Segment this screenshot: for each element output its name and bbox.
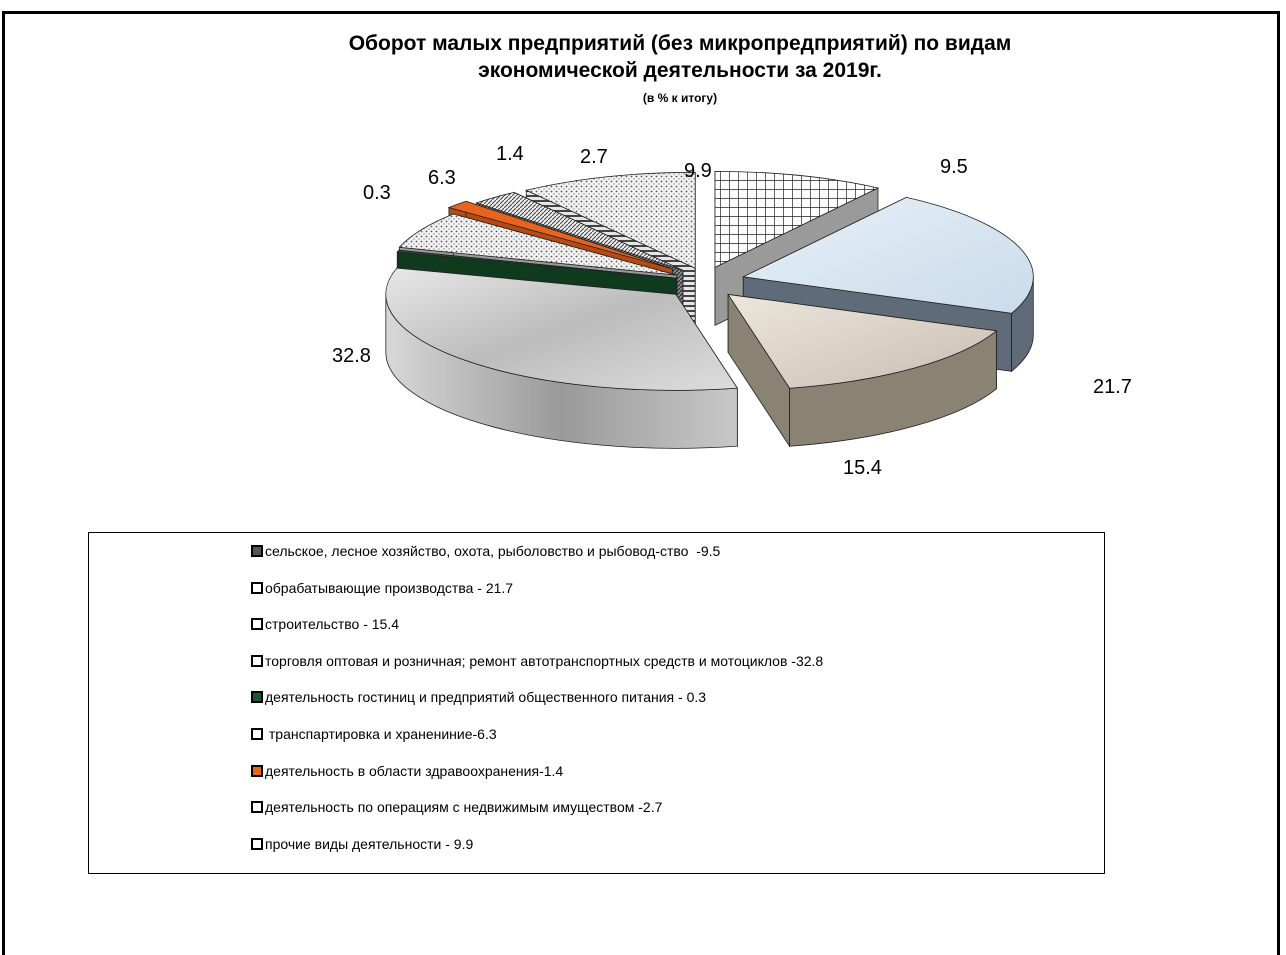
chart-title-line-1: Оборот малых предприятий (без микропредп… [348, 32, 1012, 55]
pie-slice-3 [727, 293, 998, 389]
data-label-6: 6.3 [428, 167, 456, 189]
legend-label: транспартировка и хранениние-6.3 [265, 726, 497, 742]
data-label-8: 2.7 [580, 146, 608, 168]
legend-item: обрабатывающие производства - 21.7 [251, 579, 513, 597]
legend-swatch-icon [251, 728, 263, 740]
pie-slice-2 [741, 196, 1034, 314]
legend-label: обрабатывающие производства - 21.7 [265, 579, 514, 596]
legend-label: сельское, лесное хозяйство, охота, рыбол… [265, 543, 721, 559]
legend-item: деятельность гостиниц и предприятий обще… [251, 688, 706, 706]
data-label-7: 1.4 [496, 143, 524, 165]
legend-label: прочие виды деятельности - 9.9 [265, 835, 474, 852]
legend-swatch-icon [251, 545, 263, 557]
legend-label: торговля оптовая и розничная; ремонт авт… [265, 652, 824, 669]
legend-item: деятельность по операциям с недвижимым и… [251, 798, 662, 816]
data-label-4: 32.8 [332, 345, 371, 367]
legend-label: деятельность в области здравоохранения-1… [265, 762, 564, 779]
chart-frame [2, 11, 1280, 955]
pie-slice-6 [398, 213, 677, 276]
data-label-1: 9.5 [940, 156, 968, 178]
pie-slice-9 [525, 171, 696, 269]
legend-label: строительство - 15.4 [265, 616, 400, 633]
pie-slice-tops [385, 170, 1034, 391]
legend-item: деятельность в области здравоохранения-1… [251, 762, 563, 780]
pie-slice-8 [475, 191, 684, 271]
chart-title-line-2: экономической деятельности за 2019г. [478, 59, 882, 82]
pie-data-labels: 9.5 21.7 15.4 32.8 0.3 6.3 1.4 2.7 9.9 [332, 143, 1132, 479]
legend-swatch-icon [251, 764, 263, 777]
legend-swatch-icon [251, 654, 263, 667]
legend-swatch-icon [251, 691, 263, 704]
data-label-2: 21.7 [1093, 376, 1132, 398]
pie-slice-5 [396, 249, 677, 279]
legend-swatch-icon [251, 837, 263, 850]
legend-label: деятельность по операциям с недвижимым и… [265, 799, 663, 816]
pie-slice-4 [385, 267, 739, 391]
legend-item: торговля оптовая и розничная; ремонт авт… [251, 652, 823, 670]
legend-swatch-icon [251, 581, 263, 594]
data-label-9: 9.9 [684, 160, 712, 182]
legend-swatch-icon [251, 801, 263, 814]
chart-legend: сельское, лесное хозяйство, охота, рыбол… [88, 532, 1105, 874]
legend-item: транспартировка и хранениние-6.3 [251, 725, 497, 743]
legend-item: строительство - 15.4 [251, 615, 399, 633]
chart-title: Оборот малых предприятий (без микропредп… [130, 30, 1230, 84]
data-label-3: 15.4 [843, 457, 882, 479]
legend-item: сельское, лесное хозяйство, охота, рыбол… [251, 542, 720, 560]
chart-subtitle: (в % к итогу) [642, 91, 718, 105]
legend-swatch-icon [251, 618, 263, 631]
pie-slice-1 [714, 170, 880, 269]
pie-chart: 9.5 21.7 15.4 32.8 0.3 6.3 1.4 2.7 9.9 [332, 143, 1132, 479]
pie-slice-7 [447, 200, 673, 270]
legend-item: прочие виды деятельности - 9.9 [251, 835, 473, 853]
data-label-5: 0.3 [363, 182, 391, 204]
legend-label: деятельность гостиниц и предприятий обще… [265, 689, 707, 706]
